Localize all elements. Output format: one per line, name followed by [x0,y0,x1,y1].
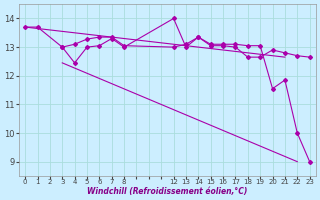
X-axis label: Windchill (Refroidissement éolien,°C): Windchill (Refroidissement éolien,°C) [87,187,248,196]
